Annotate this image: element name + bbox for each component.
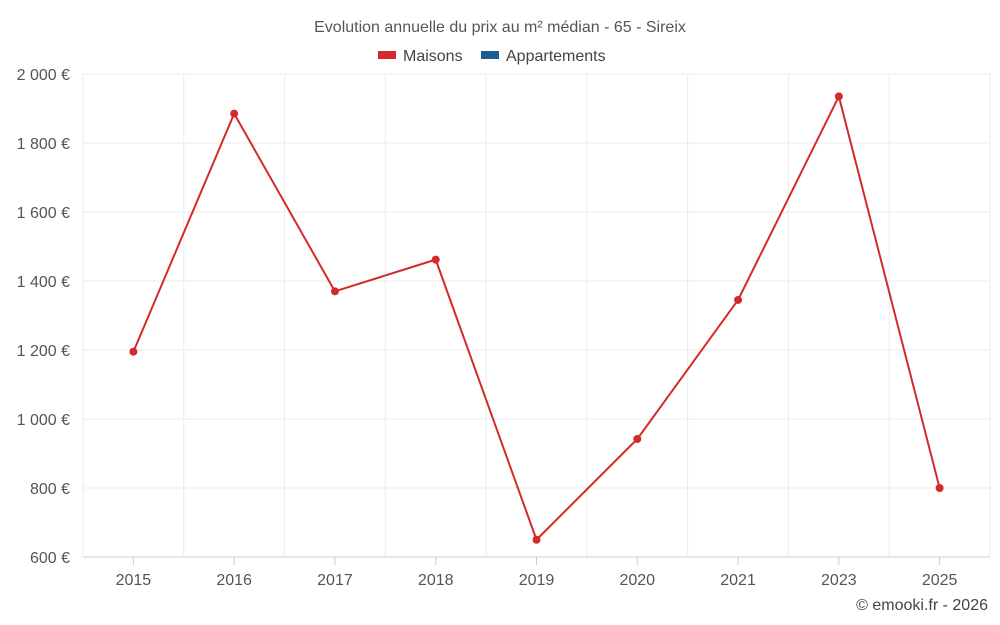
data-point-maisons-2019[interactable] [532,535,541,544]
data-point-maisons-2018[interactable] [431,255,440,264]
data-point-maisons-2017[interactable] [330,287,339,296]
y-tick-label: 1 400 € [17,274,70,291]
y-tick-label: 1 800 € [17,136,70,153]
series-line-maisons [132,95,941,541]
credit-text: © emooki.fr - 2026 [856,597,988,614]
series-layer [129,92,944,544]
x-tick-label: 2016 [216,572,252,589]
data-point-maisons-2016[interactable] [230,109,239,118]
y-tick-label: 600 € [30,550,70,567]
data-point-maisons-2021[interactable] [734,295,743,304]
chart-title: Evolution annuelle du prix au m² médian … [314,19,686,36]
legend-label-appartements: Appartements [506,48,606,65]
x-tick-label: 2020 [619,572,655,589]
x-tick-label: 2017 [317,572,353,589]
legend-item-appartements[interactable]: Appartements [481,48,606,65]
x-tick-label: 2018 [418,572,454,589]
legend-swatch-maisons [378,51,396,59]
legend-swatch-appartements [481,51,499,59]
legend: Maisons Appartements [378,48,606,65]
y-tick-label: 800 € [30,481,70,498]
x-tick-label: 2019 [519,572,555,589]
y-axis: 600 € 800 € 1 000 € 1 200 € 1 400 € 1 600 € 1 … [17,67,70,567]
y-tick-label: 2 000 € [17,67,70,84]
x-tick-label: 2023 [821,572,857,589]
grid [82,73,991,558]
y-tick-label: 1 200 € [17,343,70,360]
y-tick-label: 1 000 € [17,412,70,429]
x-tick-label: 2021 [720,572,756,589]
y-tick-label: 1 600 € [17,205,70,222]
legend-item-maisons[interactable]: Maisons [378,48,463,65]
x-tick-label: 2025 [922,572,958,589]
data-point-maisons-2025[interactable] [935,484,944,492]
x-tick-label: 2015 [116,572,152,589]
legend-label-maisons: Maisons [403,48,463,65]
data-point-maisons-2015[interactable] [129,347,138,356]
x-axis: 2015 2016 2017 2018 2019 2020 2021 2023 2025 [116,557,958,589]
data-point-maisons-2020[interactable] [633,435,642,444]
data-point-maisons-2023[interactable] [834,92,843,101]
